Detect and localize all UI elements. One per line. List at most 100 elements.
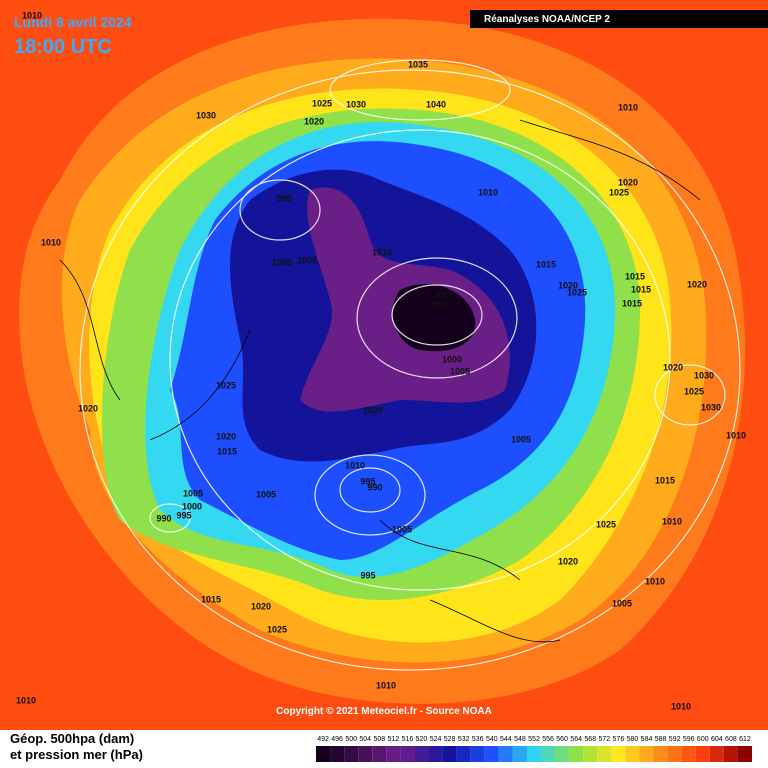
pressure-label: 1005 bbox=[183, 488, 203, 498]
colorbar-label: 540 bbox=[486, 736, 498, 743]
colorbar-label: 604 bbox=[711, 736, 723, 743]
colorbar-label: 572 bbox=[598, 736, 610, 743]
pressure-label: 1020 bbox=[251, 601, 271, 611]
colorbar-label: 548 bbox=[514, 736, 526, 743]
colorbar-swatch bbox=[526, 746, 542, 762]
pressure-label: 1005 bbox=[256, 489, 276, 499]
colorbar-swatch bbox=[344, 746, 359, 762]
pressure-label: 1020 bbox=[687, 279, 707, 289]
colorbar-swatch bbox=[541, 746, 556, 762]
colorbar-swatch bbox=[512, 746, 527, 762]
colorbar-swatch bbox=[695, 746, 710, 762]
colorbar-label: 528 bbox=[444, 736, 456, 743]
pressure-label: 1025 bbox=[567, 287, 587, 297]
colorbar-label: 584 bbox=[641, 736, 653, 743]
pressure-label: 1020 bbox=[558, 556, 578, 566]
colorbar-swatch bbox=[414, 746, 429, 762]
pressure-label: 1010 bbox=[41, 237, 61, 247]
pressure-label: 1005 bbox=[450, 366, 470, 376]
colorbar-label: 596 bbox=[683, 736, 695, 743]
pressure-label: 995 bbox=[176, 510, 191, 520]
pressure-label: 1025 bbox=[609, 187, 629, 197]
pressure-label: 1025 bbox=[312, 98, 332, 108]
colorbar-label: 608 bbox=[725, 736, 737, 743]
pressure-label: 990 bbox=[156, 513, 171, 523]
pressure-label: 1025 bbox=[267, 624, 287, 634]
time: 18:00 UTC bbox=[14, 36, 112, 58]
colorbar-label: 612 bbox=[739, 736, 751, 743]
colorbar-label: 516 bbox=[402, 736, 414, 743]
colorbar-label: 508 bbox=[373, 736, 385, 743]
pressure-label: 1015 bbox=[372, 247, 392, 257]
pressure-label: 1020 bbox=[216, 431, 236, 441]
colorbar-label: 512 bbox=[388, 736, 400, 743]
pressure-label: 995 bbox=[276, 193, 291, 203]
colorbar-label: 492 bbox=[317, 736, 329, 743]
colorbar-label: 500 bbox=[345, 736, 357, 743]
pressure-label: 1015 bbox=[655, 475, 675, 485]
colorbar-swatch bbox=[484, 746, 499, 762]
colorbar-label: 588 bbox=[655, 736, 667, 743]
pressure-label: 1010 bbox=[376, 680, 396, 690]
pressure-label: 995 bbox=[435, 289, 450, 299]
source-badge-bg bbox=[470, 10, 768, 28]
pressure-label: 1000 bbox=[272, 257, 292, 267]
pressure-label: 1040 bbox=[426, 99, 446, 109]
pressure-label: 1010 bbox=[662, 516, 682, 526]
pressure-label: 1005 bbox=[612, 598, 632, 608]
colorbar-swatch bbox=[400, 746, 415, 762]
colorbar-swatch bbox=[667, 746, 682, 762]
pressure-label: 1020 bbox=[618, 177, 638, 187]
colorbar-swatch bbox=[681, 746, 696, 762]
pressure-label: 1020 bbox=[363, 405, 383, 415]
pressure-label: 1020 bbox=[558, 280, 578, 290]
pressure-label: 990 bbox=[431, 299, 446, 309]
colorbar-swatch bbox=[625, 746, 640, 762]
colorbar-swatch bbox=[569, 746, 584, 762]
colorbar-label: 544 bbox=[500, 736, 512, 743]
colorbar-swatch bbox=[709, 746, 724, 762]
legend-line2: et pression mer (hPa) bbox=[10, 747, 143, 762]
pressure-label: 995 bbox=[360, 476, 375, 486]
colorbar-label: 568 bbox=[584, 736, 596, 743]
pressure-label: 1030 bbox=[701, 402, 721, 412]
date: Lundi 8 avril 2024 bbox=[14, 14, 132, 30]
source-badge: Réanalyses NOAA/NCEP 2 bbox=[484, 14, 610, 25]
pressure-label: 1035 bbox=[408, 59, 428, 69]
colorbar-swatch bbox=[386, 746, 401, 762]
colorbar-swatch bbox=[498, 746, 513, 762]
pressure-label: 1025 bbox=[684, 386, 704, 396]
pressure-label: 990 bbox=[367, 482, 382, 492]
pressure-label: 1030 bbox=[346, 99, 366, 109]
colorbar-label: 520 bbox=[416, 736, 428, 743]
pressure-label: 1020 bbox=[78, 403, 98, 413]
colorbar-label: 556 bbox=[542, 736, 554, 743]
pressure-label: 1005 bbox=[392, 524, 412, 534]
pressure-label: 1015 bbox=[622, 298, 642, 308]
pressure-label: 1015 bbox=[217, 446, 237, 456]
colorbar-label: 496 bbox=[331, 736, 343, 743]
colorbar-label: 564 bbox=[570, 736, 582, 743]
colorbar-label: 592 bbox=[669, 736, 681, 743]
pressure-label: 1010 bbox=[478, 187, 498, 197]
pressure-label: 1010 bbox=[345, 460, 365, 470]
colorbar-swatch bbox=[316, 746, 331, 762]
geopotential-field bbox=[0, 0, 768, 730]
pressure-label: 1000 bbox=[182, 501, 202, 511]
pressure-label: 1015 bbox=[625, 271, 645, 281]
copyright: Copyright © 2021 Meteociel.fr - Source N… bbox=[276, 706, 492, 717]
colorbar-swatch bbox=[372, 746, 387, 762]
colorbar-swatch bbox=[597, 746, 612, 762]
colorbar-label: 504 bbox=[359, 736, 371, 743]
pressure-label: 1005 bbox=[511, 434, 531, 444]
pressure-label: 1030 bbox=[694, 370, 714, 380]
pressure-label: 1025 bbox=[596, 519, 616, 529]
legend-line1: Géop. 500hpa (dam) bbox=[10, 731, 134, 746]
colorbar-label: 552 bbox=[528, 736, 540, 743]
coastlines bbox=[59, 119, 701, 643]
colorbar-swatch bbox=[611, 746, 626, 762]
colorbar-swatch bbox=[639, 746, 654, 762]
colorbar-swatch bbox=[428, 746, 443, 762]
colorbar-swatch bbox=[555, 746, 570, 762]
